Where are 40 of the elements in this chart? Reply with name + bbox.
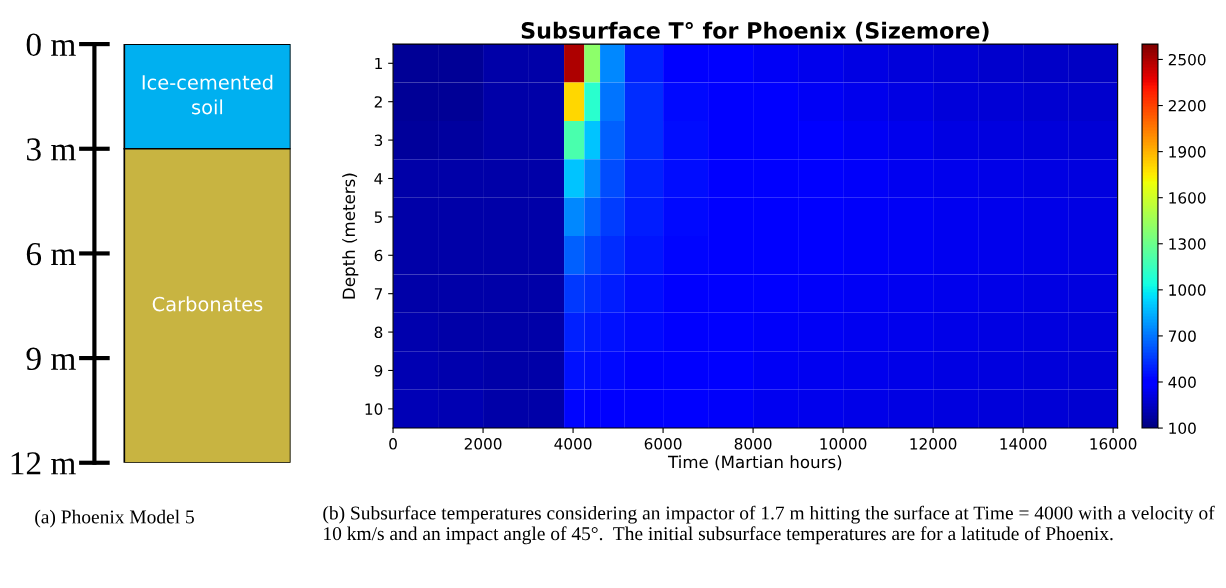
chart-title: Subsurface T° for Phoenix (Sizemore) — [521, 21, 989, 42]
y-tick-label: 9 — [374, 364, 383, 377]
color-bar-label: 1000 — [1169, 284, 1206, 296]
y-tick-label: 4 — [374, 173, 383, 185]
color-bar-label: 400 — [1168, 376, 1196, 389]
text: (b) Subsurface temperatures considering an impactor of 1.7 m hitting the surface at Time = 4000 with a velocity of 10 km/s and an impact angle of 45°. The initial subsurface temperatures are for a latitude of Phoenix. — [323, 505, 1215, 545]
y-tick-label: 9 m — [26, 347, 76, 370]
text: (a) Phoenix Model 5 — [35, 509, 194, 528]
x-tick-label: 6000 — [644, 438, 682, 450]
series-label: Ice-cemented soil — [142, 74, 273, 115]
y-tick-label: 12 m — [11, 452, 76, 475]
color-bar-label: 1600 — [1169, 192, 1206, 204]
x-tick-label: 4000 — [554, 438, 592, 450]
y-tick-label: 7 — [374, 288, 383, 300]
y-tick-label: 2 — [374, 96, 382, 108]
y-tick-label: 5 — [374, 211, 382, 223]
y-axis-title: Depth (meters) — [342, 173, 359, 299]
x-tick-label: 2000 — [464, 438, 502, 450]
y-tick-label: 10 — [365, 403, 383, 415]
x-tick-label: 14000 — [1000, 438, 1047, 450]
x-tick-label: 10000 — [820, 438, 867, 450]
y-tick-label: 6 m — [26, 242, 76, 266]
y-tick-label: 3 m — [27, 138, 76, 161]
color-bar-label: 1300 — [1169, 238, 1206, 250]
x-tick-label: 12000 — [910, 438, 957, 450]
color-bar-label: 700 — [1168, 330, 1196, 342]
y-tick-label: 8 — [374, 326, 383, 339]
color-bar-label: 100 — [1169, 422, 1196, 435]
y-tick-label: 1 — [375, 57, 382, 70]
x-tick-label: 16000 — [1090, 438, 1137, 450]
color-bar-label: 2500 — [1168, 53, 1206, 66]
color-bar-label: 2200 — [1168, 100, 1206, 112]
x-axis-title: Time (Martian hours) — [667, 455, 842, 471]
color-bar-label: 1900 — [1169, 146, 1206, 158]
series-label: Carbonates — [152, 296, 263, 312]
x-tick-label: 0 — [389, 438, 397, 450]
y-tick-label: 3 — [374, 134, 383, 147]
x-tick-label: 8000 — [734, 438, 772, 450]
y-tick-label: 6 — [374, 249, 383, 262]
y-tick-label: 0 m — [26, 33, 76, 56]
